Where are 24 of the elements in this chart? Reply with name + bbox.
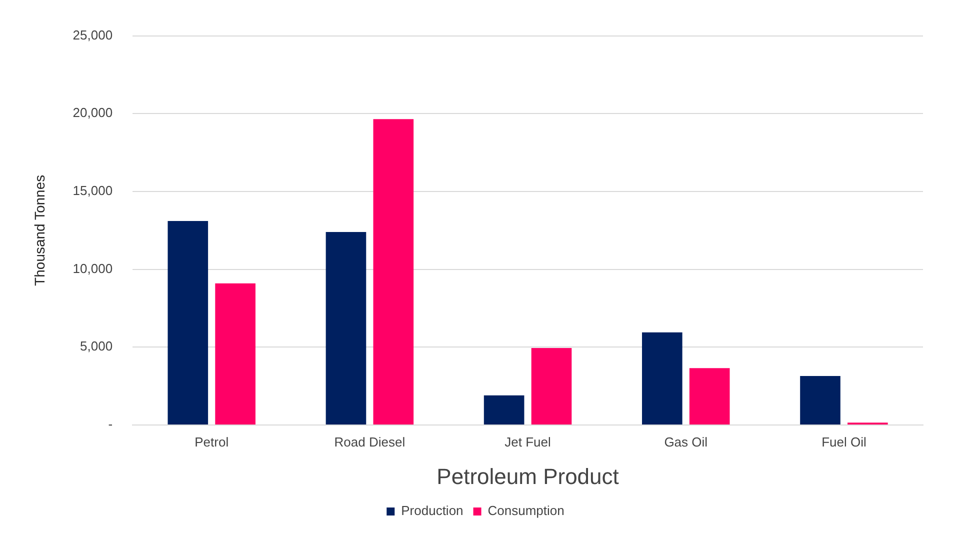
x-tick-label: Gas Oil (664, 434, 708, 450)
x-tick-label: Jet Fuel (504, 434, 552, 450)
bar (484, 395, 524, 424)
x-axis-title: Petroleum Product (436, 464, 619, 489)
y-tick-label: 20,000 (72, 105, 113, 120)
legend-label: Production (401, 503, 464, 518)
bar (800, 376, 840, 424)
bar (168, 221, 208, 424)
y-tick-label: 5,000 (80, 338, 113, 354)
y-tick-label: 25,000 (72, 27, 113, 42)
y-tick-label: - (108, 416, 113, 432)
bar (326, 232, 366, 424)
bar (373, 119, 414, 424)
bar (689, 368, 730, 424)
x-tick-label: Fuel Oil (822, 434, 866, 450)
y-tick-label: 10,000 (72, 260, 113, 276)
y-tick-label: 15,000 (72, 183, 113, 198)
bar (642, 332, 682, 424)
y-axis-title: Thousand Tonnes (31, 174, 48, 286)
x-tick-label: Petrol (194, 434, 229, 450)
bar (531, 348, 572, 424)
x-tick-label: Road Diesel (334, 434, 406, 450)
legend-label: Consumption (488, 503, 564, 518)
bar (215, 283, 256, 424)
